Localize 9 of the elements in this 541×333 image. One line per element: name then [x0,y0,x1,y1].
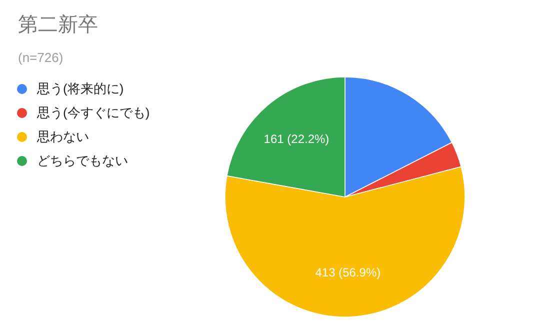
chart-title: 第二新卒 [18,14,98,36]
chart-subtitle: (n=726) [18,50,64,65]
legend-label: 思う(今すぐにでも) [36,105,150,120]
legend-label: どちらでもない [37,153,128,168]
legend-label: 思う(将来的に) [36,81,124,96]
data-label: 413 (56.9%) [315,266,381,280]
data-label: 161 (22.2%) [264,132,330,146]
pie: 413 (56.9%) 161 (22.2%) [224,76,466,318]
legend-label: 思わない [36,129,89,144]
